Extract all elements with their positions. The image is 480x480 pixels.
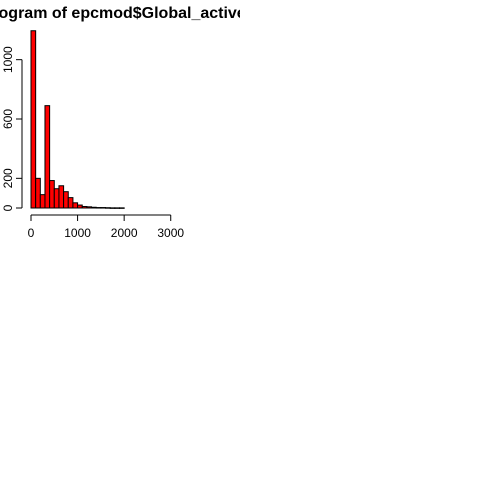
- histogram-bars: [30, 30, 125, 209]
- histogram-bar: [39, 194, 46, 209]
- x-tick-label: 0: [28, 226, 35, 240]
- histogram-bar: [67, 197, 74, 209]
- histogram-bar: [86, 206, 93, 209]
- histogram-bar: [105, 207, 111, 209]
- histogram-bar: [53, 188, 60, 209]
- x-tick-label: 3000: [157, 226, 184, 240]
- y-axis: 0 200 600 1000: [1, 46, 23, 211]
- histogram-bar: [95, 207, 102, 209]
- histogram-bar: [35, 177, 41, 209]
- histogram-bar: [81, 206, 88, 209]
- chart-title: Histogram of epcmod$Global_active_power: [0, 5, 240, 22]
- histogram-bar: [44, 105, 51, 209]
- histogram-bar: [63, 191, 69, 209]
- y-tick-label: 600: [1, 109, 15, 129]
- x-tick-label: 2000: [111, 226, 138, 240]
- histogram-panel: Histogram of epcmod$Global_active_power …: [0, 0, 240, 240]
- histogram-bar: [30, 30, 37, 209]
- y-tick-label: 0: [1, 204, 15, 211]
- histogram-bar: [114, 207, 120, 209]
- histogram-bar: [58, 185, 65, 209]
- histogram-chart: Histogram of epcmod$Global_active_power …: [0, 5, 240, 240]
- y-tick-label: 1000: [1, 46, 15, 73]
- histogram-bar: [77, 204, 83, 209]
- x-tick-label: 1000: [64, 226, 91, 240]
- histogram-bar: [119, 207, 125, 209]
- histogram-bar: [49, 180, 55, 209]
- histogram-bar: [91, 206, 97, 209]
- histogram-bar: [109, 207, 116, 209]
- y-tick-label: 200: [1, 168, 15, 188]
- histogram-bar: [100, 207, 107, 209]
- histogram-bar: [72, 202, 79, 209]
- x-axis: 0 1000 2000 3000: [28, 214, 184, 240]
